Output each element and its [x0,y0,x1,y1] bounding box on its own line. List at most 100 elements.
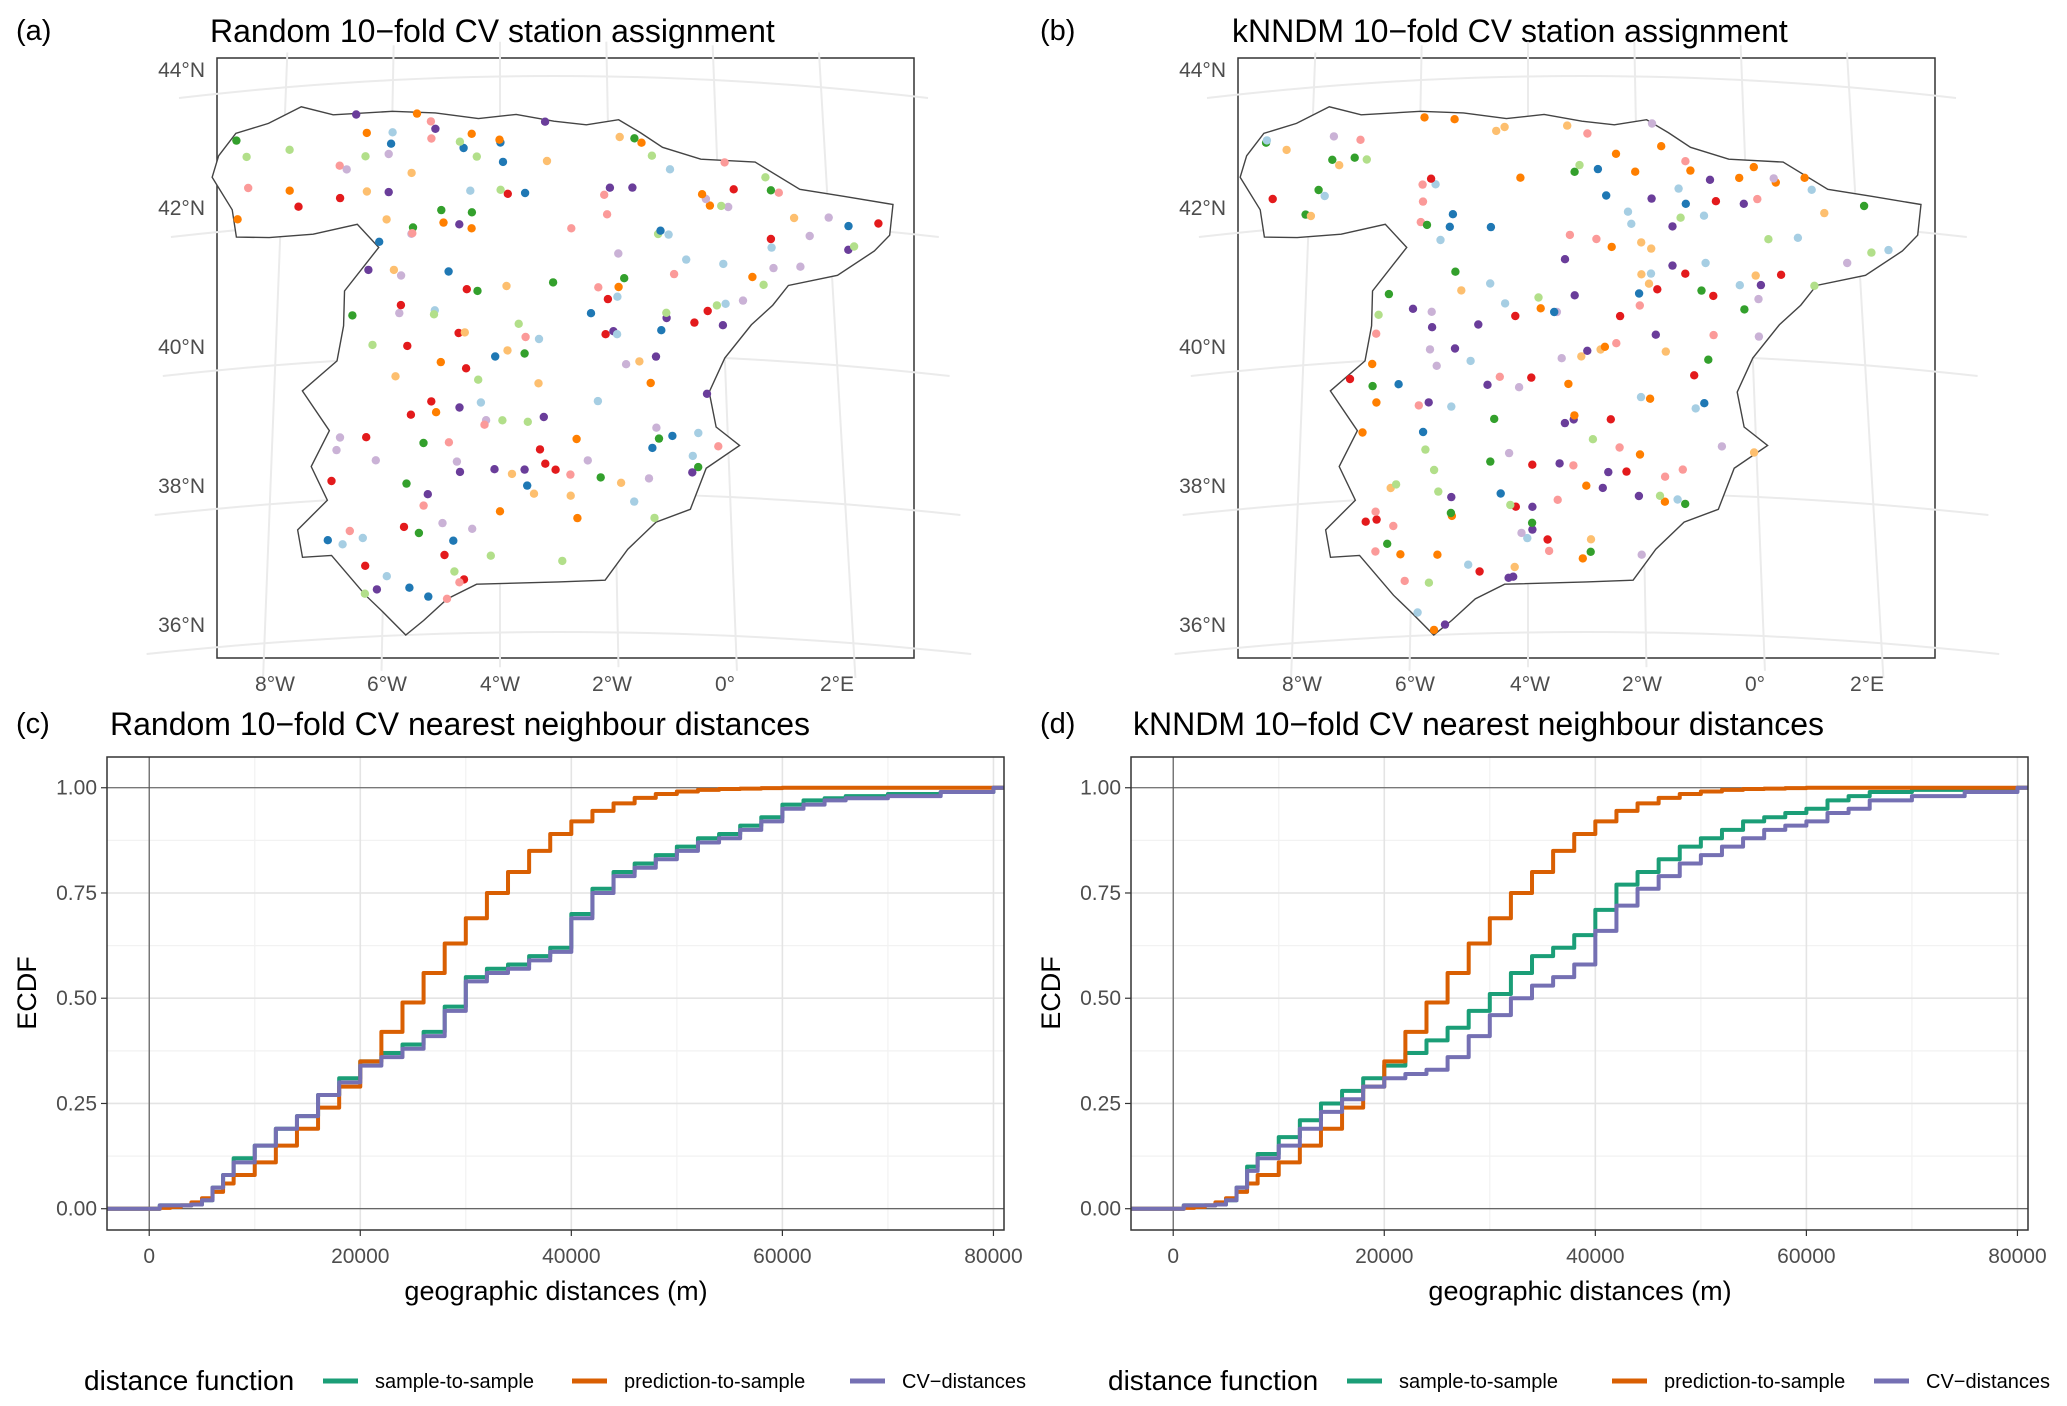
station-point [651,352,661,361]
station-point [1504,448,1514,458]
station-point [774,188,783,197]
station-point [1528,525,1537,534]
station-point [766,234,776,244]
station-point [440,550,449,560]
station-point [1418,197,1428,206]
station-point [455,578,464,587]
station-point [1447,492,1456,502]
lat-label: 40°N [1179,336,1226,359]
station-point [455,220,464,229]
station-point [1517,528,1526,538]
station-point [1678,465,1688,474]
station-point [824,213,833,222]
iberia-outline [211,106,894,636]
station-point [1361,517,1370,526]
station-point [573,513,582,523]
ecdf-series [107,785,1004,1211]
station-point [1651,330,1661,339]
station-point [1500,299,1510,308]
station-point [424,592,433,601]
station-point [466,186,475,195]
x-tick-labels: 0 20000 40000 60000 80000 [143,1230,1023,1268]
graticule-line-lat [178,74,929,100]
station-point [1660,497,1670,506]
station-point [1636,392,1646,402]
station-point [1424,398,1433,407]
station-point [1583,346,1592,355]
station-point [375,237,384,246]
station-point [703,306,712,316]
x-tick-label: 40000 [542,1245,600,1268]
station-point [361,561,370,570]
station-point [1394,380,1403,389]
station-point [1739,199,1749,208]
station-point [1371,507,1380,516]
station-point [1631,167,1640,176]
station-point [335,193,345,203]
station-point [459,143,468,153]
legend-label: CV−distances [902,1371,1026,1393]
station-point [1674,184,1683,193]
station-point [382,572,391,581]
station-point [1646,269,1656,278]
station-point [541,459,550,468]
station-point [437,205,446,215]
y-tick-label: 0.50 [56,987,97,1010]
station-point [1328,155,1337,164]
station-point [615,132,624,142]
gridlines [107,757,1004,1230]
station-point [1681,199,1691,208]
lon-label: 2°W [1622,673,1662,696]
station-point [232,136,241,145]
station-point [1657,142,1666,151]
station-point [1560,255,1570,264]
station-point [452,457,462,466]
station-point [1681,157,1690,166]
station-point [1418,427,1428,437]
station-point [495,507,505,516]
lat-label: 36°N [1179,614,1226,637]
legend: distance function sample-to-sample predi… [84,1365,1026,1396]
station-point [1528,502,1537,511]
lon-label: 2°E [1850,673,1884,696]
station-point [1604,467,1613,477]
x-tick-label: 40000 [1566,1245,1624,1268]
station-point [566,491,575,500]
y-tick-label: 0.00 [1080,1198,1121,1221]
station-point [712,301,722,310]
station-point [388,128,397,137]
x-tick-label: 60000 [1777,1245,1835,1268]
station-point [539,412,548,422]
station-point [1400,576,1409,586]
station-point [1627,219,1636,228]
station-point [718,321,728,330]
station-point [1637,550,1646,559]
station-point [748,272,757,282]
station-point [1583,129,1592,138]
station-point [849,242,859,251]
y-tick-label: 0.75 [1080,882,1121,905]
station-point [1676,213,1685,222]
station-point [1709,291,1718,301]
station-point [1516,173,1525,182]
station-point [358,533,367,543]
ecdf-line-cv-distances [1131,785,2028,1211]
station-point [1510,562,1519,572]
station-point [412,109,422,118]
station-point [368,340,377,350]
station-point [364,265,373,275]
station-point [403,341,412,351]
station-point [669,269,679,279]
station-point [1431,180,1440,189]
station-point [460,328,469,337]
station-point [720,158,729,167]
x-axis-label: geographic distances (m) [1428,1276,1731,1306]
station-point [384,149,393,159]
station-point [566,470,575,479]
station-point [423,490,432,499]
station-point [1565,230,1575,240]
station-point [628,183,637,192]
station-point [402,479,411,488]
lon-label: 6°W [1395,673,1435,696]
station-point [1440,620,1450,629]
